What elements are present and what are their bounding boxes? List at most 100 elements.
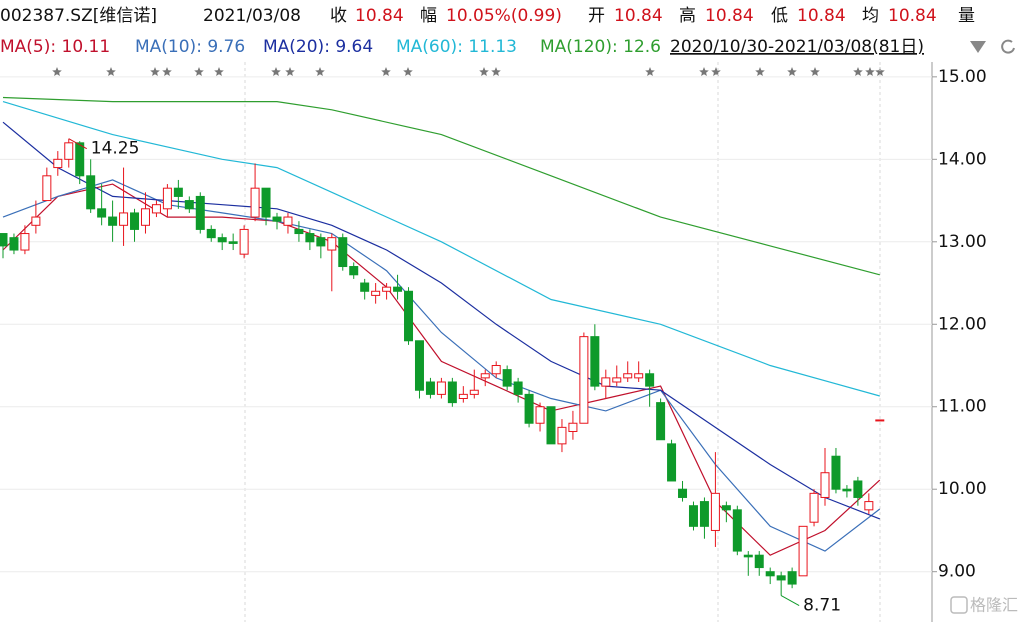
star-icon [711, 67, 721, 76]
star-icon [52, 67, 62, 76]
legend-entry: MA(5): 10.11 [0, 37, 110, 57]
candle-body [162, 187, 172, 210]
candle-body [502, 369, 512, 387]
star-icon [853, 67, 863, 76]
candle-body [31, 216, 41, 226]
legend-entry: MA(60): 11.13 [396, 37, 517, 57]
candle-body [97, 208, 107, 218]
star-icon [787, 67, 797, 76]
ma-line [2, 121, 881, 520]
y-tick-label: 13.00 [938, 232, 987, 252]
candle-body [447, 381, 457, 404]
candle-body [108, 216, 118, 226]
candle-body [754, 554, 764, 569]
candle-body [42, 175, 52, 202]
candle-body [20, 233, 30, 251]
candle-body [678, 488, 688, 498]
candle-body [140, 208, 150, 226]
y-tick-label: 11.00 [938, 397, 987, 417]
candle-body [261, 187, 271, 218]
candle-body [579, 336, 589, 424]
candle-body [864, 501, 874, 511]
candle-body [458, 393, 468, 399]
candle-body [667, 443, 677, 482]
candle-body [228, 241, 238, 244]
star-icon [810, 67, 820, 76]
period: 2020/10/30-2021/03/08(81日) [670, 37, 924, 57]
quote-value: 10.84 [888, 6, 937, 26]
watermark: 格隆汇 [970, 596, 1018, 615]
candle-body [239, 228, 249, 255]
candle-body [414, 340, 424, 391]
star-icon [271, 67, 281, 76]
candle-body [349, 266, 359, 276]
candle-body [875, 419, 885, 422]
candle-body [75, 142, 85, 177]
candle-body [382, 286, 392, 292]
candle-body [590, 336, 600, 387]
quote-label: 幅 [420, 6, 437, 26]
candle-body [305, 233, 315, 243]
dropdown-icon [970, 41, 986, 53]
star-icon [106, 67, 116, 76]
candle-body [469, 389, 479, 395]
candle-body [338, 237, 348, 268]
candle-body [64, 142, 74, 160]
candle-body [568, 422, 578, 432]
candle-body [9, 237, 19, 251]
candle-body [809, 492, 819, 523]
star-icon [875, 67, 885, 76]
star-icon [214, 67, 224, 76]
star-icon [150, 67, 160, 76]
quote-label: 开 [588, 6, 605, 26]
quote-value: 10.84 [355, 6, 404, 26]
candle-body [524, 393, 534, 424]
candle-body [853, 480, 863, 498]
candle-body [623, 373, 633, 379]
candle-body [195, 195, 205, 230]
quote-value: 10.84 [797, 6, 846, 26]
legend-entry: MA(120): 12.6 [540, 37, 661, 57]
y-tick-label: 9.00 [938, 562, 976, 582]
candle-body [842, 488, 852, 492]
quote-label: 收 [330, 6, 347, 26]
candle-body [130, 212, 140, 230]
candle-body [535, 406, 545, 424]
star-icon [645, 67, 655, 76]
quote-value: 10.05%(0.99) [446, 6, 562, 26]
quote-label: 高 [679, 6, 696, 26]
candle-body [151, 204, 161, 214]
candle-body [710, 492, 720, 531]
candle-body [688, 505, 698, 527]
max-label: 14.25 [91, 139, 140, 159]
candle-body [656, 402, 666, 441]
date: 2021/03/08 [203, 6, 301, 26]
min-label: 8.71 [803, 596, 841, 616]
quote-value: 10.84 [705, 6, 754, 26]
candle-body [250, 187, 260, 218]
candle-body [404, 290, 414, 342]
candle-body [645, 373, 655, 387]
candle-body [546, 406, 556, 445]
candle-body [743, 554, 753, 558]
candle-body [732, 509, 742, 552]
candle-body [721, 505, 731, 511]
star-icon [699, 67, 709, 76]
candle-body [765, 571, 775, 577]
candle-body [436, 381, 446, 395]
candle-body [601, 377, 611, 387]
candle-body [283, 216, 293, 226]
candle-body [699, 501, 709, 527]
y-tick-label: 12.00 [938, 314, 987, 334]
period-bg [668, 35, 930, 59]
star-icon [403, 67, 413, 76]
max-pointer [68, 138, 88, 150]
candle-body [480, 373, 490, 379]
star-icon [865, 67, 875, 76]
star-icon [491, 67, 501, 76]
candle-body [393, 286, 403, 292]
candle-body [272, 216, 282, 222]
candle-body [425, 381, 435, 395]
ma-line [2, 96, 880, 276]
